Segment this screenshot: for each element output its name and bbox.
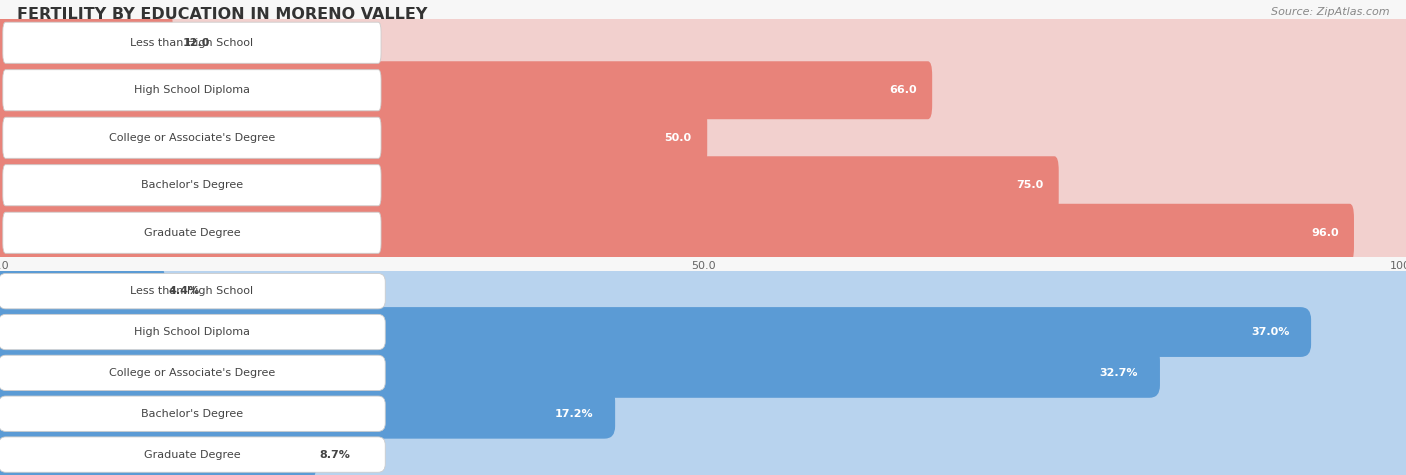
FancyBboxPatch shape bbox=[0, 61, 1406, 119]
Text: Graduate Degree: Graduate Degree bbox=[143, 449, 240, 460]
FancyBboxPatch shape bbox=[0, 348, 1160, 398]
FancyBboxPatch shape bbox=[0, 348, 1406, 398]
Text: Source: ZipAtlas.com: Source: ZipAtlas.com bbox=[1271, 7, 1389, 17]
FancyBboxPatch shape bbox=[0, 114, 1406, 162]
Text: High School Diploma: High School Diploma bbox=[134, 327, 250, 337]
FancyBboxPatch shape bbox=[0, 389, 616, 438]
FancyBboxPatch shape bbox=[0, 312, 1406, 352]
FancyBboxPatch shape bbox=[0, 314, 385, 350]
Text: Bachelor's Degree: Bachelor's Degree bbox=[141, 408, 243, 419]
Text: College or Associate's Degree: College or Associate's Degree bbox=[108, 368, 276, 378]
FancyBboxPatch shape bbox=[0, 14, 173, 72]
FancyBboxPatch shape bbox=[0, 209, 1406, 256]
FancyBboxPatch shape bbox=[0, 266, 166, 316]
FancyBboxPatch shape bbox=[3, 70, 381, 111]
FancyBboxPatch shape bbox=[0, 204, 1354, 262]
FancyBboxPatch shape bbox=[0, 389, 1406, 438]
FancyBboxPatch shape bbox=[3, 165, 381, 206]
FancyBboxPatch shape bbox=[0, 307, 1406, 357]
Text: 37.0%: 37.0% bbox=[1251, 327, 1289, 337]
Text: High School Diploma: High School Diploma bbox=[134, 85, 250, 95]
Text: 4.4%: 4.4% bbox=[169, 286, 200, 296]
FancyBboxPatch shape bbox=[0, 271, 1406, 312]
FancyBboxPatch shape bbox=[0, 162, 1406, 209]
FancyBboxPatch shape bbox=[0, 109, 1406, 167]
FancyBboxPatch shape bbox=[0, 266, 1406, 316]
Text: 12.0: 12.0 bbox=[183, 38, 209, 48]
FancyBboxPatch shape bbox=[0, 396, 385, 431]
Text: College or Associate's Degree: College or Associate's Degree bbox=[108, 133, 276, 143]
Text: Bachelor's Degree: Bachelor's Degree bbox=[141, 180, 243, 190]
FancyBboxPatch shape bbox=[0, 434, 1406, 475]
FancyBboxPatch shape bbox=[3, 117, 381, 158]
FancyBboxPatch shape bbox=[0, 437, 385, 472]
Text: 17.2%: 17.2% bbox=[555, 408, 593, 419]
FancyBboxPatch shape bbox=[0, 109, 707, 167]
FancyBboxPatch shape bbox=[3, 22, 381, 63]
Text: 75.0: 75.0 bbox=[1017, 180, 1043, 190]
FancyBboxPatch shape bbox=[0, 430, 1406, 475]
Text: 8.7%: 8.7% bbox=[319, 449, 350, 460]
Text: 32.7%: 32.7% bbox=[1099, 368, 1139, 378]
FancyBboxPatch shape bbox=[0, 307, 1312, 357]
FancyBboxPatch shape bbox=[0, 393, 1406, 434]
FancyBboxPatch shape bbox=[0, 19, 1406, 66]
Text: 50.0: 50.0 bbox=[665, 133, 692, 143]
FancyBboxPatch shape bbox=[0, 204, 1406, 262]
FancyBboxPatch shape bbox=[3, 212, 381, 253]
Text: 96.0: 96.0 bbox=[1310, 228, 1339, 238]
FancyBboxPatch shape bbox=[0, 352, 1406, 393]
FancyBboxPatch shape bbox=[0, 355, 385, 390]
FancyBboxPatch shape bbox=[0, 14, 1406, 72]
FancyBboxPatch shape bbox=[0, 156, 1059, 214]
Text: FERTILITY BY EDUCATION IN MORENO VALLEY: FERTILITY BY EDUCATION IN MORENO VALLEY bbox=[17, 7, 427, 22]
FancyBboxPatch shape bbox=[0, 274, 385, 309]
FancyBboxPatch shape bbox=[0, 66, 1406, 114]
Text: Less than High School: Less than High School bbox=[131, 286, 253, 296]
Text: 66.0: 66.0 bbox=[889, 85, 917, 95]
FancyBboxPatch shape bbox=[0, 430, 316, 475]
Text: Less than High School: Less than High School bbox=[131, 38, 253, 48]
Text: Graduate Degree: Graduate Degree bbox=[143, 228, 240, 238]
FancyBboxPatch shape bbox=[0, 156, 1406, 214]
FancyBboxPatch shape bbox=[0, 61, 932, 119]
